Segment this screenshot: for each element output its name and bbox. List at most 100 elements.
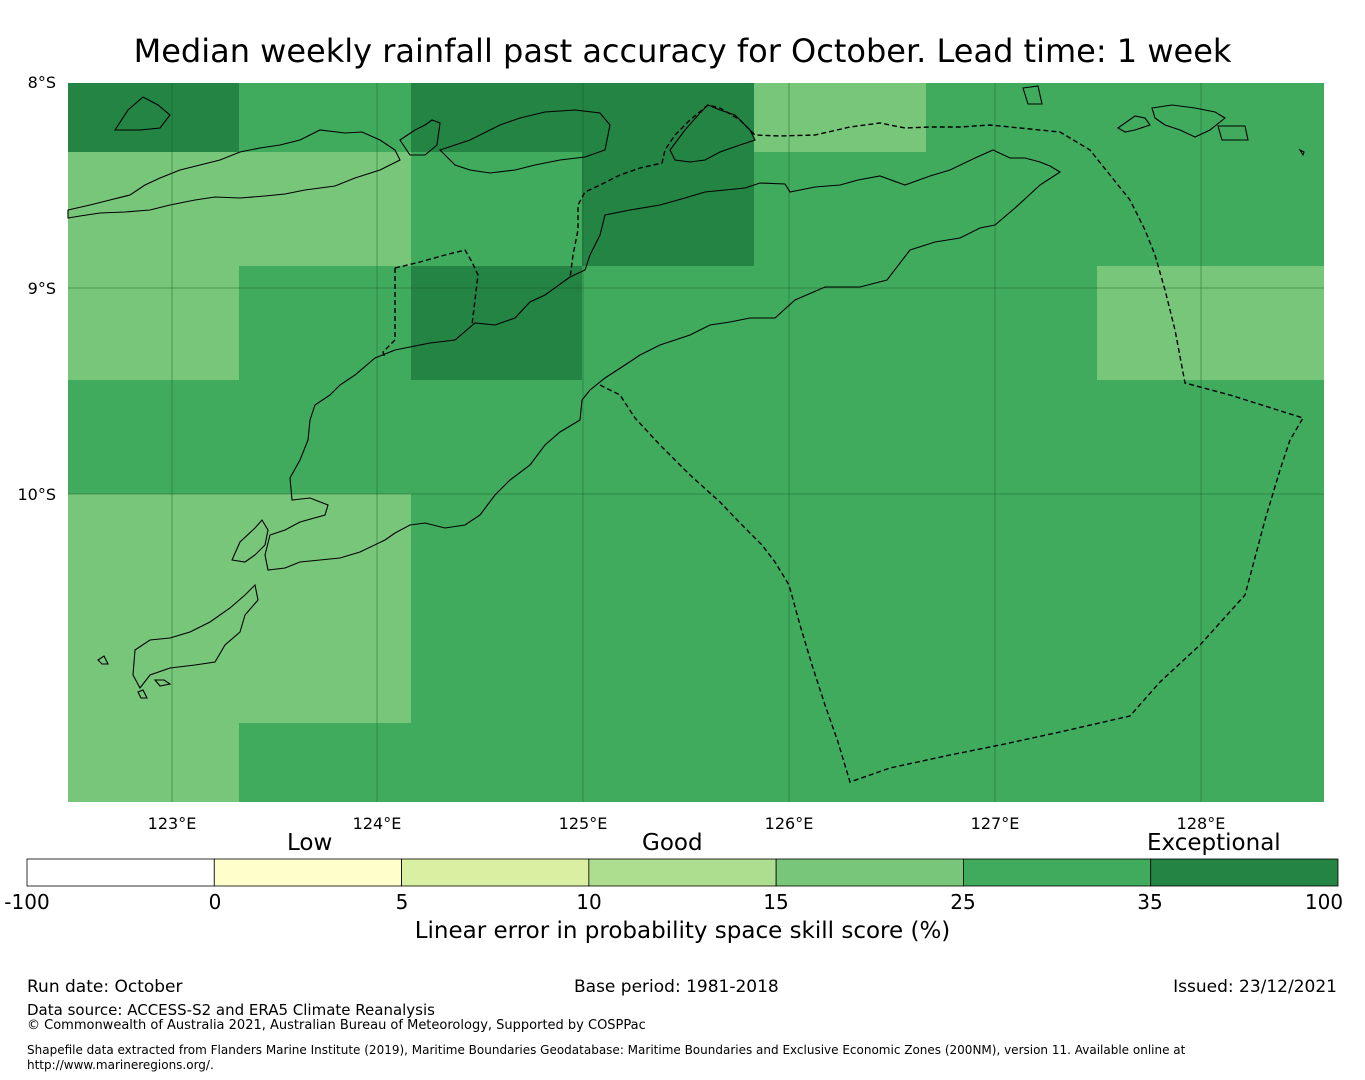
coastline-islet-1 bbox=[97, 655, 109, 665]
lon-label-124e: 124°E bbox=[352, 814, 402, 833]
shapefile-url: http://www.marineregions.org/. bbox=[27, 1058, 214, 1072]
grid-cell bbox=[926, 152, 1097, 266]
grid-cell bbox=[239, 380, 411, 494]
lon-label-128e: 128°E bbox=[1176, 814, 1226, 833]
grid-cell bbox=[754, 152, 926, 266]
colorbar-tick: 35 bbox=[1137, 890, 1163, 914]
coastline-alor bbox=[438, 109, 611, 174]
coastline-islet-3 bbox=[153, 679, 172, 687]
grid-cell bbox=[582, 608, 754, 723]
grid-cell bbox=[1269, 83, 1324, 152]
lon-label-126e: 126°E bbox=[764, 814, 814, 833]
lon-label-127e: 127°E bbox=[970, 814, 1020, 833]
coastline-leti bbox=[1116, 115, 1151, 133]
colorbar-segment bbox=[588, 858, 777, 887]
grid-cell bbox=[411, 266, 582, 380]
category-good: Good bbox=[642, 830, 703, 856]
colorbar-tick: 15 bbox=[763, 890, 789, 914]
colorbar-segment bbox=[213, 858, 402, 887]
colorbar-tick: 5 bbox=[395, 890, 409, 914]
coastlines bbox=[67, 85, 1305, 699]
base-period: Base period: 1981-2018 bbox=[574, 977, 779, 997]
category-low: Low bbox=[287, 830, 333, 856]
coastline-adonara bbox=[113, 96, 171, 131]
lat-label-10s: 10°S bbox=[17, 485, 56, 504]
grid-cell bbox=[68, 83, 239, 152]
grid-cell bbox=[411, 608, 582, 723]
lon-label-123e: 123°E bbox=[147, 814, 197, 833]
grid-cell bbox=[239, 266, 411, 380]
grid-cell bbox=[411, 380, 582, 494]
colorbar-tick: 100 bbox=[1304, 890, 1344, 914]
map-title: Median weekly rainfall past accuracy for… bbox=[133, 32, 1232, 70]
grid-cell bbox=[926, 608, 1097, 723]
grid-cell bbox=[411, 152, 582, 266]
grid-cell bbox=[582, 152, 754, 266]
grid-cell bbox=[1269, 723, 1324, 802]
grid-cell bbox=[68, 380, 239, 494]
coastline-kisar bbox=[1022, 85, 1043, 105]
boundary-timor-leste-eez bbox=[569, 104, 1305, 783]
coastline-islet-2 bbox=[137, 689, 148, 699]
grid-cell bbox=[582, 380, 754, 494]
grid-cell bbox=[582, 723, 754, 802]
grid-cell bbox=[1269, 608, 1324, 723]
grid-cell bbox=[68, 494, 239, 608]
grid-cell bbox=[411, 723, 582, 802]
graticule-lines bbox=[68, 83, 1324, 802]
grid-cell bbox=[1269, 152, 1324, 266]
colorbar-tick: 10 bbox=[576, 890, 602, 914]
grid-cell bbox=[239, 608, 411, 723]
grid-cell bbox=[754, 723, 926, 802]
colorbar-segment bbox=[401, 858, 590, 887]
colorbar bbox=[26, 858, 1339, 887]
grid-cell bbox=[68, 608, 239, 723]
grid-cell bbox=[68, 266, 239, 380]
colorbar-tick: 25 bbox=[950, 890, 976, 914]
grid-cell bbox=[411, 83, 582, 152]
lat-label-9s: 9°S bbox=[27, 279, 56, 298]
coastline-islet-4 bbox=[1298, 148, 1305, 157]
coastline-rote bbox=[231, 519, 269, 563]
grid-cell bbox=[926, 380, 1097, 494]
coastline-pantar bbox=[399, 119, 441, 156]
colorbar-title: Linear error in probability space skill … bbox=[414, 918, 951, 944]
grid-cell bbox=[239, 494, 411, 608]
coastline-timor bbox=[264, 149, 1062, 571]
boundary-oecusse bbox=[382, 249, 479, 359]
grid-cell bbox=[926, 723, 1097, 802]
run-date: Run date: October bbox=[27, 977, 183, 997]
coastline-lakor bbox=[1217, 125, 1249, 141]
data-source: Data source: ACCESS-S2 and ERA5 Climate … bbox=[27, 1001, 435, 1019]
grid-cell bbox=[754, 608, 926, 723]
copyright: © Commonwealth of Australia 2021, Austra… bbox=[27, 1018, 646, 1033]
grid-cell bbox=[926, 266, 1097, 380]
shapefile-credit: Shapefile data extracted from Flanders M… bbox=[27, 1043, 1186, 1057]
maritime-boundaries bbox=[382, 104, 1305, 783]
colorbar-segment bbox=[26, 858, 215, 887]
grid-cell bbox=[926, 494, 1097, 608]
colorbar-tick: 0 bbox=[208, 890, 222, 914]
grid-cell bbox=[1269, 380, 1324, 494]
grid-cell bbox=[754, 266, 926, 380]
grid-cell bbox=[754, 494, 926, 608]
grid-cell bbox=[582, 83, 754, 152]
grid-cell bbox=[239, 83, 411, 152]
colorbar-segment bbox=[1150, 858, 1339, 887]
colorbar-segment bbox=[963, 858, 1152, 887]
grid-cell bbox=[582, 266, 754, 380]
coastline-wetar bbox=[669, 104, 756, 163]
grid-cell bbox=[754, 83, 926, 152]
grid-cell bbox=[239, 723, 411, 802]
issued-date: Issued: 23/12/2021 bbox=[1173, 977, 1337, 997]
grid-cell bbox=[68, 723, 239, 802]
grid-cell bbox=[1269, 266, 1324, 380]
coastline-flores-east bbox=[67, 129, 401, 219]
grid-cell bbox=[582, 494, 754, 608]
grid-cell bbox=[1269, 494, 1324, 608]
grid-cell bbox=[754, 380, 926, 494]
skill-grid bbox=[68, 83, 1324, 802]
grid-cell bbox=[411, 494, 582, 608]
colorbar-segment bbox=[775, 858, 964, 887]
